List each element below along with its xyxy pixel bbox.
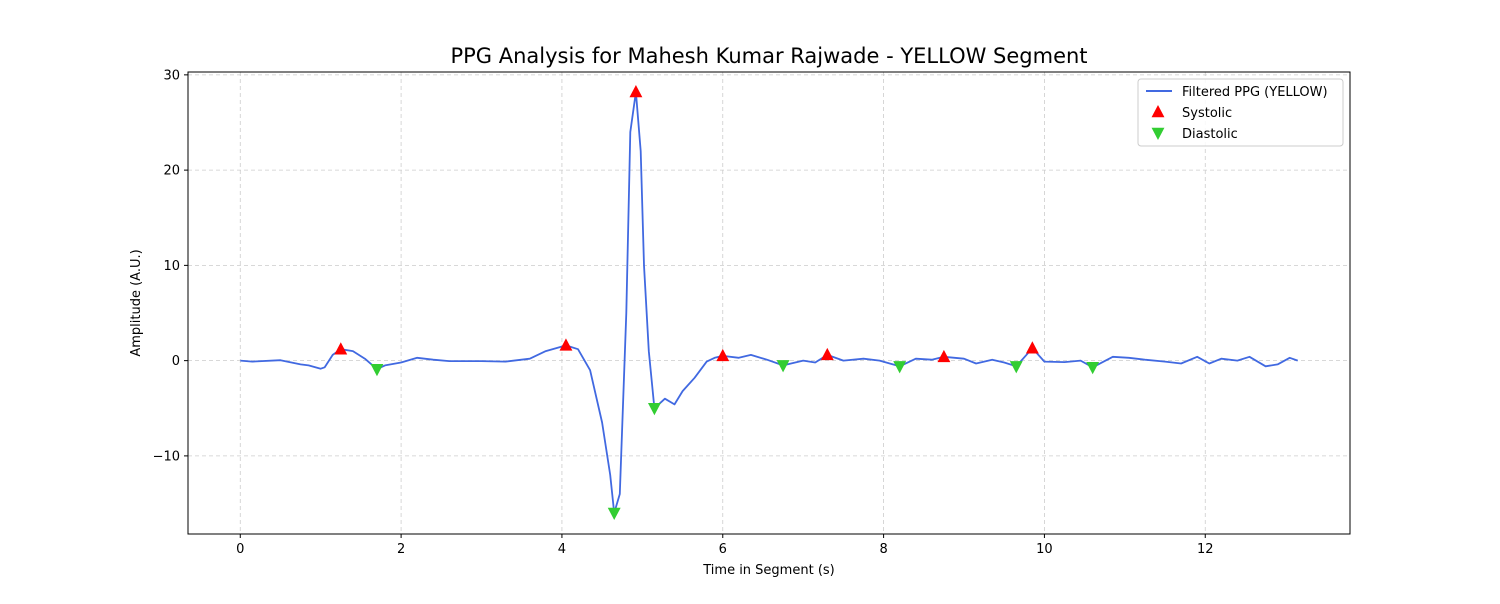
x-tick-label: 12 (1197, 542, 1214, 557)
axes-frame (187, 71, 1351, 535)
plot-area (240, 85, 1298, 521)
systolic-marker (937, 349, 951, 363)
diastolic-marker (370, 363, 384, 377)
legend-label: Filtered PPG (YELLOW) (1182, 85, 1328, 100)
y-tick-label: −10 (153, 449, 180, 464)
systolic-marker (559, 338, 573, 351)
systolic-marker (820, 347, 834, 361)
systolic-marker (1025, 341, 1039, 354)
y-tick-label: 20 (163, 164, 180, 179)
legend-box (1137, 78, 1344, 147)
x-tick-label: 2 (397, 542, 405, 557)
chart-title: PPG Analysis for Mahesh Kumar Rajwade - … (450, 44, 1087, 68)
x-axis-label: Time in Segment (s) (702, 563, 834, 578)
systolic-marker (629, 85, 643, 98)
legend-systolic-swatch (1151, 105, 1165, 118)
diastolic-marker (647, 403, 661, 416)
y-tick-label: 0 (172, 354, 180, 369)
x-tick-label: 6 (719, 542, 727, 557)
x-tick-label: 8 (879, 542, 887, 557)
diastolic-marker (893, 361, 907, 374)
legend-diastolic-swatch (1151, 127, 1165, 140)
systolic-marker (334, 342, 348, 355)
systolic-marker (716, 348, 730, 362)
x-tick-label: 4 (558, 542, 566, 557)
y-axis-label: Amplitude (A.U.) (129, 249, 144, 356)
legend: Filtered PPG (YELLOW) Systolic Diastolic (1137, 78, 1344, 147)
diastolic-marker (776, 360, 790, 373)
diastolic-marker (1086, 362, 1100, 375)
x-tick-label: 10 (1036, 542, 1053, 557)
axes: 0 2 4 6 8 10 12 −10 0 10 20 30 (153, 68, 1214, 557)
y-tick-label: 30 (163, 68, 180, 83)
y-tick-label: 10 (163, 259, 180, 274)
ppg-line (240, 91, 1298, 514)
diastolic-marker (607, 507, 621, 521)
x-tick-label: 0 (236, 542, 244, 557)
diastolic-marker (1009, 361, 1023, 374)
legend-label: Systolic (1182, 106, 1232, 121)
legend-label: Diastolic (1182, 127, 1238, 142)
